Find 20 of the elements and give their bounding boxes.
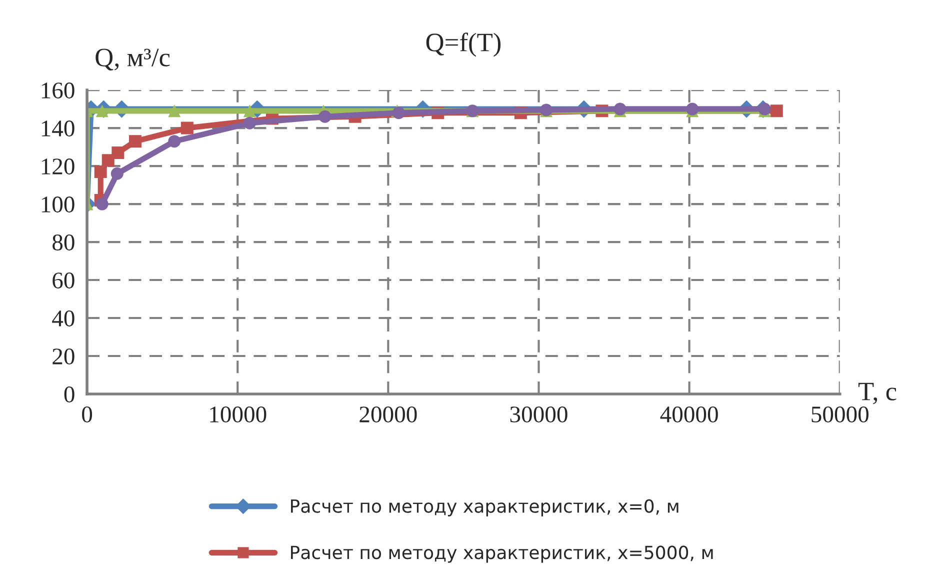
y-tick-label: 100	[42, 196, 74, 212]
legend-label: Расчет по методу характеристик, x=5000, м	[291, 546, 713, 563]
y-tick-label: 40	[52, 310, 74, 326]
y-tick-label: 0	[64, 386, 74, 402]
x-tick-label: 0	[82, 406, 92, 422]
x-tick-label: 10000	[210, 406, 266, 422]
y-tick-label: 140	[42, 120, 74, 136]
legend-label: Расчет по методу характеристик, x=0, м	[291, 499, 678, 516]
x-tick-label: 20000	[360, 406, 417, 422]
x-tick-label: 40000	[660, 406, 718, 422]
x-tick-label: 30000	[510, 406, 568, 422]
chart-title: Q=f(T)	[426, 32, 501, 57]
y-axis-title: Q, м³/с	[96, 48, 170, 70]
x-axis-title: T, c	[858, 382, 896, 404]
y-tick-label: 60	[52, 272, 74, 288]
x-tick-label: 50000	[812, 406, 868, 422]
y-tick-label: 80	[52, 234, 74, 250]
y-tick-label: 160	[42, 82, 74, 98]
y-tick-label: 120	[42, 158, 74, 174]
y-tick-label: 20	[52, 348, 74, 364]
